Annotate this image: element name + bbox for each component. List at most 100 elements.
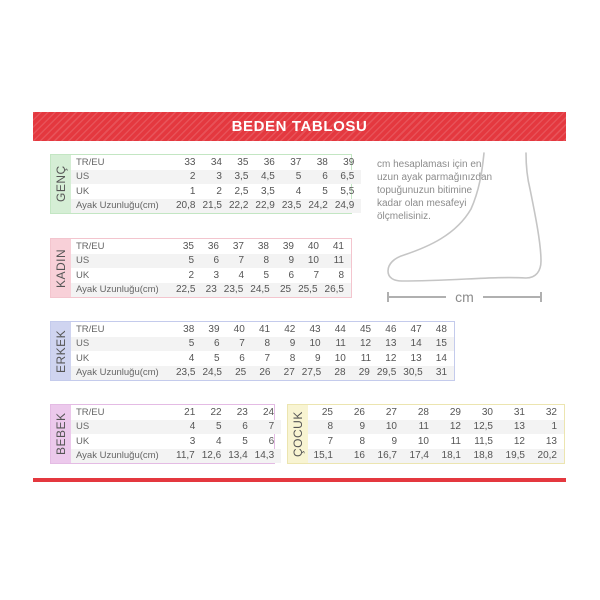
size-value-cell: 5 — [188, 338, 195, 350]
table-row: 8 9 10 11 12 12,5 13 1 — [308, 419, 564, 434]
size-value-cell: 27 — [283, 367, 295, 379]
size-value-cell: 6 — [288, 269, 294, 281]
size-value-cell: 14,3 — [254, 450, 275, 462]
size-value-cell: 25 — [279, 284, 292, 296]
size-value-cell: 11,7 — [176, 450, 195, 462]
table-row: TR/EU 33 34 35 36 37 38 39 — [71, 155, 361, 170]
size-value-cell: 41 — [332, 240, 344, 252]
table-rows: TR/EU 21 22 23 24 US 4 5 6 7 UK 3 4 5 6 Ayak Uzunluğu(c… — [71, 405, 282, 463]
size-value-cell: 33 — [184, 156, 196, 168]
size-value-cell: 15 — [435, 338, 447, 350]
size-value-cell: 23 — [236, 406, 248, 418]
size-value-cell: 24,5 — [202, 367, 222, 379]
size-value-cell: 6 — [268, 435, 275, 447]
size-table-kadin: KADIN TR/EU 35 36 37 38 39 40 41 US 5 6 7 8 9 10 11 UK 2 3… — [50, 238, 352, 298]
cm-measure-line: cm — [387, 289, 543, 305]
size-value-cell: 41 — [258, 323, 271, 335]
size-value-cell: 38 — [257, 240, 269, 252]
table-row: US 2 3 3,5 4,5 5 6 6,5 — [71, 169, 362, 184]
size-value-cell: 19,5 — [505, 450, 525, 462]
row-label: US — [76, 338, 90, 350]
size-table-genc: GENÇ TR/EU 33 34 35 36 37 38 39 US 2 3 3,5 4,5 5 6 6,5 U… — [50, 154, 362, 214]
size-value-cell: 27,5 — [301, 367, 322, 379]
size-value-cell: 11 — [360, 352, 372, 364]
size-value-cell: 13,4 — [228, 450, 248, 462]
size-value-cell: 23,5 — [281, 200, 302, 212]
size-value-cell: 30,5 — [403, 367, 423, 379]
size-value-cell: 9 — [289, 338, 296, 350]
size-value-cell: 37 — [290, 156, 302, 168]
row-label: UK — [76, 435, 90, 447]
size-value-cell: 24,9 — [334, 200, 355, 212]
row-label: Ayak Uzunluğu(cm) — [76, 367, 159, 379]
size-value-cell: 17,4 — [409, 450, 429, 462]
size-value-cell: 32 — [545, 406, 557, 418]
size-value-cell: 8 — [263, 255, 269, 267]
size-value-cell: 39 — [208, 323, 220, 335]
size-value-cell: 8 — [327, 421, 333, 433]
table-row: US 4 5 6 7 — [71, 419, 282, 434]
size-value-cell: 9 — [288, 255, 294, 267]
table-rows: TR/EU 33 34 35 36 37 38 39 US 2 3 3,5 4,5 5 6 6,5 UK 1 2 2,… — [71, 155, 362, 213]
size-value-cell: 29 — [358, 367, 370, 379]
size-value-cell: 14 — [410, 338, 422, 350]
size-value-cell: 12 — [360, 338, 372, 350]
size-value-cell: 26 — [259, 367, 271, 379]
size-value-cell: 4,5 — [260, 171, 275, 183]
size-value-cell: 4 — [188, 352, 195, 364]
table-row: TR/EU 38 39 40 41 42 43 44 45 46 47 48 — [71, 322, 454, 337]
size-value-cell: 11 — [335, 338, 346, 350]
size-value-cell: 48 — [435, 323, 447, 335]
size-value-cell: 3 — [216, 171, 222, 183]
size-value-cell: 2 — [216, 185, 222, 197]
size-value-cell: 8 — [289, 352, 296, 364]
table-rows: TR/EU 38 39 40 41 42 43 44 45 46 47 48 US 5 6 7 8 9 10 11 12… — [71, 322, 454, 380]
size-value-cell: 8 — [338, 269, 344, 281]
size-value-cell: 11,5 — [474, 435, 493, 447]
cm-label: cm — [455, 289, 474, 305]
size-value-cell: 22,9 — [255, 200, 275, 212]
row-label: US — [76, 255, 90, 267]
size-value-cell: 47 — [410, 323, 422, 335]
size-value-cell: 31 — [435, 367, 448, 379]
size-value-cell: 23 — [205, 284, 217, 296]
size-value-cell: 13 — [410, 352, 422, 364]
size-value-cell: 22,2 — [228, 200, 249, 212]
size-value-cell: 38 — [183, 323, 195, 335]
size-value-cell: 7 — [238, 255, 244, 267]
size-value-cell: 13 — [545, 435, 557, 447]
size-value-cell: 18,8 — [473, 450, 493, 462]
size-value-cell: 38 — [316, 156, 328, 168]
size-value-cell: 35 — [182, 240, 194, 252]
size-value-cell: 15,1 — [313, 450, 333, 462]
size-value-cell: 29,5 — [376, 367, 397, 379]
measurement-instructions: cm hesaplaması için en uzun ayak parmağı… — [377, 159, 493, 222]
table-row: 25 26 27 28 29 30 31 32 — [308, 405, 564, 420]
size-value-cell: 21 — [184, 406, 196, 418]
size-value-cell: 36 — [207, 240, 219, 252]
table-row: Ayak Uzunluğu(cm) 23,5 24,5 25 26 27 27,5 28 29 2… — [71, 365, 454, 380]
size-value-cell: 23,5 — [223, 284, 244, 296]
size-value-cell: 12,5 — [473, 421, 493, 433]
size-value-cell: 9 — [391, 435, 397, 447]
size-value-cell: 1 — [551, 421, 557, 433]
table-label: BEBEK — [51, 405, 71, 463]
size-value-cell: 31 — [513, 406, 525, 418]
table-row: US 5 6 7 8 9 10 11 — [71, 253, 351, 268]
row-label: TR/EU — [76, 156, 105, 168]
measure-line-segment — [482, 296, 541, 298]
size-value-cell: 22 — [210, 406, 222, 418]
table-row: US 5 6 7 8 9 10 11 12 13 14 15 — [71, 336, 454, 351]
size-table-cocuk: ÇOCUK 25 26 27 28 29 30 31 32 8 9 10 11 12 12,5 13 1 7 8 9… — [287, 404, 565, 464]
table-row: UK 2 3 4 5 6 7 8 — [71, 268, 351, 283]
size-value-cell: 5 — [188, 255, 194, 267]
size-value-cell: 39 — [343, 156, 355, 168]
measure-line-segment — [389, 296, 447, 298]
size-value-cell: 36 — [263, 156, 275, 168]
size-value-cell: 42 — [284, 323, 296, 335]
size-value-cell: 13 — [385, 338, 397, 350]
table-label: KADIN — [51, 239, 71, 297]
row-label: US — [76, 421, 90, 433]
size-value-cell: 9 — [315, 352, 321, 364]
size-value-cell: 4 — [238, 269, 244, 281]
